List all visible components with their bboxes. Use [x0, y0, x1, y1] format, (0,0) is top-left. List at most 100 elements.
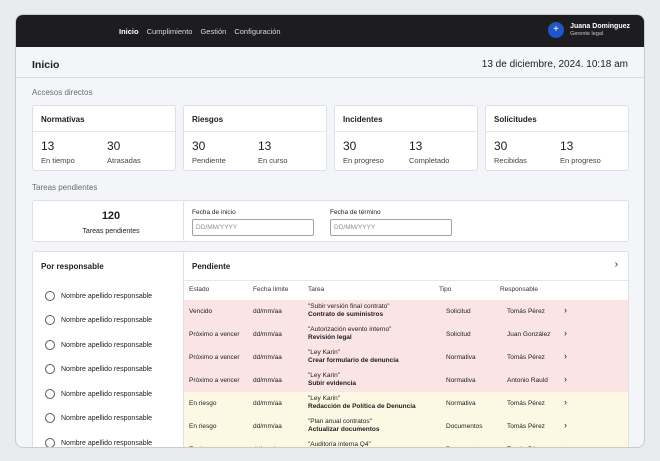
- metric-label: Recibidas: [494, 156, 527, 165]
- responsable-option[interactable]: Nombre apellido responsable: [45, 438, 152, 447]
- radio-icon[interactable]: [45, 413, 55, 423]
- cell-estado: Vencido: [189, 308, 213, 315]
- current-datetime: 13 de diciembre, 2024. 10:18 am: [481, 59, 628, 70]
- cell-tarea: "Subir versión final contrato" Contrato d…: [308, 303, 390, 319]
- cell-tipo: Solicitud: [446, 308, 471, 315]
- radio-icon[interactable]: [45, 315, 55, 325]
- card-divider: [335, 131, 477, 132]
- start-date-label: Fecha de inicio: [192, 209, 236, 216]
- radio-icon[interactable]: [45, 291, 55, 301]
- metric-number: 30: [192, 139, 206, 153]
- card-title: Solicitudes: [494, 115, 537, 124]
- tasks-total-number: 120: [101, 210, 121, 222]
- shortcut-card-riesgos[interactable]: Riesgos 30 Pendiente 13 En curso: [183, 105, 327, 171]
- cell-tipo: Solicitud: [446, 331, 471, 338]
- radio-icon[interactable]: [45, 364, 55, 374]
- cell-fecha: dd/mm/aa: [253, 400, 282, 407]
- tasks-total-label: Tareas pendientes: [82, 228, 140, 235]
- card-divider: [33, 131, 175, 132]
- task-name: Redacción de Política de Denuncia: [308, 403, 416, 410]
- cell-tarea: "Ley Karin" Subir evidencia: [308, 372, 356, 388]
- shortcut-card-incidentes[interactable]: Incidentes 30 En progreso 13 Completado: [334, 105, 478, 171]
- metric-label: Atrasadas: [107, 156, 141, 165]
- cell-responsable: Tomás Pérez: [507, 446, 545, 447]
- user-menu[interactable]: + Juana Dominguez Gerente legal: [548, 22, 630, 38]
- chevron-right-icon[interactable]: ›: [564, 351, 567, 361]
- metric-label: Pendiente: [192, 156, 226, 165]
- metric-label: En curso: [258, 156, 288, 165]
- metric: 13 En tiempo: [41, 139, 75, 165]
- responsable-option[interactable]: Nombre apellido responsable: [45, 340, 152, 350]
- task-name: Actualizar documentos: [308, 426, 380, 433]
- responsable-option[interactable]: Nombre apellido responsable: [45, 315, 152, 325]
- shortcut-card-solicitudes[interactable]: Solicitudes 30 Recibidas 13 En progreso: [485, 105, 629, 171]
- responsable-label: Nombre apellido responsable: [61, 292, 153, 300]
- metric-number: 30: [343, 139, 357, 153]
- responsable-label: Nombre apellido responsable: [61, 365, 153, 373]
- chevron-right-icon[interactable]: ›: [564, 397, 567, 407]
- metric: 30 Recibidas: [494, 139, 527, 165]
- page-title: Inicio: [32, 59, 60, 71]
- metric: 30 Atrasadas: [107, 139, 141, 165]
- nav-cumplimiento[interactable]: Cumplimiento: [146, 26, 193, 36]
- cell-fecha: dd/mm/aa: [253, 446, 282, 447]
- table-row[interactable]: En riesgo dd/mm/aa "Auditoría interna Q4" D…: [184, 438, 628, 448]
- cell-tarea: "Auditoría interna Q4": [308, 441, 371, 447]
- cell-fecha: dd/mm/aa: [253, 354, 282, 361]
- metric-number: 30: [107, 139, 121, 153]
- responsable-label: Nombre apellido responsable: [61, 390, 153, 398]
- responsables-panel: Por responsable Nombre apellido responsa…: [32, 251, 190, 447]
- table-row[interactable]: Vencido dd/mm/aa "Subir versión final cont…: [184, 300, 628, 323]
- cell-fecha: dd/mm/aa: [253, 331, 282, 338]
- cell-responsable: Juan González: [507, 331, 551, 338]
- task-name: Contrato de suministros: [308, 311, 384, 318]
- responsable-option[interactable]: Nombre apellido responsable: [45, 413, 152, 423]
- main-nav: Inicio Cumplimiento Gestión Configuració…: [119, 15, 281, 47]
- top-navbar: Inicio Cumplimiento Gestión Configuració…: [16, 15, 644, 47]
- chevron-right-icon[interactable]: ›: [564, 420, 567, 430]
- cell-tarea: "Autorización evento interno" Revisión le…: [308, 326, 391, 342]
- card-title: Riesgos: [192, 115, 224, 124]
- user-role: Gerente legal: [570, 30, 604, 37]
- nav-gestion[interactable]: Gestión: [200, 26, 227, 36]
- cell-estado: En riesgo: [189, 423, 217, 430]
- radio-icon[interactable]: [45, 389, 55, 399]
- table-row[interactable]: Próximo a vencer dd/mm/aa "Ley Karin" Crear…: [184, 346, 628, 369]
- chevron-right-icon[interactable]: ›: [564, 374, 567, 384]
- table-row[interactable]: En riesgo dd/mm/aa "Plan anual contratos" A…: [184, 415, 628, 438]
- shortcut-card-normativas[interactable]: Normativas 13 En tiempo 30 Atrasadas: [32, 105, 176, 171]
- table-row[interactable]: Próximo a vencer dd/mm/aa "Autorización ev…: [184, 323, 628, 346]
- cell-tarea: "Plan anual contratos" Actualizar documen…: [308, 418, 380, 434]
- chevron-right-icon[interactable]: ›: [564, 328, 567, 338]
- avatar-plus-icon[interactable]: +: [548, 22, 565, 38]
- user-name: Juana Dominguez: [570, 22, 630, 30]
- app-window: Inicio Cumplimiento Gestión Configuració…: [15, 14, 645, 448]
- responsable-option[interactable]: Nombre apellido responsable: [45, 364, 152, 374]
- card-divider: [184, 280, 628, 281]
- metric: 30 En progreso: [343, 139, 384, 165]
- end-date-input[interactable]: DD/MM/YYYY: [330, 219, 452, 236]
- radio-icon[interactable]: [45, 438, 55, 447]
- metric-label: Completado: [409, 156, 450, 165]
- cell-estado: En riesgo: [189, 400, 217, 407]
- cell-responsable: Tomás Pérez: [507, 400, 545, 407]
- col-header-fecha: Fecha límite: [253, 286, 289, 293]
- metric: 30 Pendiente: [192, 139, 226, 165]
- col-header-tipo: Tipo: [439, 286, 452, 293]
- nav-inicio[interactable]: Inicio: [119, 26, 139, 36]
- chevron-right-icon[interactable]: ›: [564, 443, 567, 448]
- cell-tarea: "Ley Karin" Crear formulario de denuncia: [308, 349, 399, 365]
- table-row[interactable]: Próximo a vencer dd/mm/aa "Ley Karin" Subir…: [184, 369, 628, 392]
- col-header-tarea: Tarea: [308, 286, 325, 293]
- nav-configuracion[interactable]: Configuración: [234, 26, 281, 36]
- radio-icon[interactable]: [45, 340, 55, 350]
- chevron-right-icon[interactable]: ›: [564, 305, 567, 315]
- table-row[interactable]: En riesgo dd/mm/aa "Ley Karin" Redacción de…: [184, 392, 628, 415]
- responsable-option[interactable]: Nombre apellido responsable: [45, 291, 152, 301]
- pending-title: Pendiente: [192, 262, 231, 271]
- responsable-option[interactable]: Nombre apellido responsable: [45, 389, 152, 399]
- start-date-input[interactable]: DD/MM/YYYY: [192, 219, 314, 236]
- chevron-right-icon[interactable]: ›: [614, 259, 618, 270]
- task-subtitle: "Ley Karin": [308, 372, 341, 379]
- card-title: Incidentes: [343, 115, 383, 124]
